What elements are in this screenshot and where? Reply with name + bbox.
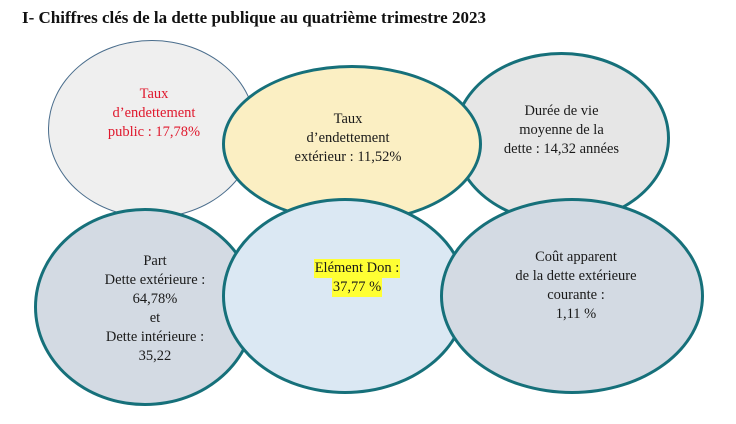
part-dette-line-5: Dette intérieure : [105, 329, 205, 345]
taux-exterieur-line-2: d’endettement [306, 129, 390, 146]
duree-vie-line-1: Durée de vie [524, 102, 599, 119]
ellipse-element-don: Elément Don : 37,77 % [222, 198, 468, 394]
page-title: I- Chiffres clés de la dette publique au… [22, 8, 486, 27]
cout-apparent-line-4: 1,11 % [555, 306, 597, 322]
cout-apparent-line-2: de la dette extérieure [515, 268, 637, 284]
taux-exterieur-line-3: extérieur : 11,52% [294, 148, 402, 165]
cout-apparent-line-1: Coût apparent [535, 249, 617, 265]
taux-public-line-2: d’endettement [112, 104, 196, 121]
part-dette-line-3: 64,78% [132, 291, 178, 307]
part-dette-line-6: 35,22 [138, 348, 172, 364]
ellipse-taux-endettement-exterieur: Taux d’endettement extérieur : 11,52% [222, 65, 482, 223]
duree-vie-line-2: moyenne de la [519, 121, 604, 138]
part-dette-line-4: et [149, 310, 161, 326]
part-dette-line-2: Dette extérieure : [104, 272, 206, 288]
taux-public-line-3: public : 17,78% [107, 123, 201, 140]
duree-vie-line-3: dette : 14,32 années [503, 140, 620, 157]
element-don-line-1: Elément Don : [313, 259, 401, 278]
taux-exterieur-line-1: Taux [333, 110, 363, 127]
part-dette-line-1: Part [143, 253, 167, 269]
cout-apparent-line-3: courante : [547, 287, 605, 303]
ellipse-cout-apparent: Coût apparent de la dette extérieure cou… [440, 198, 704, 394]
ellipse-part-dette: Part Dette extérieure : 64,78% et Dette … [34, 208, 256, 406]
ellipse-taux-endettement-public: Taux d’endettement public : 17,78% [48, 40, 256, 218]
taux-public-line-1: Taux [139, 85, 169, 102]
element-don-line-2: 37,77 % [331, 278, 383, 297]
